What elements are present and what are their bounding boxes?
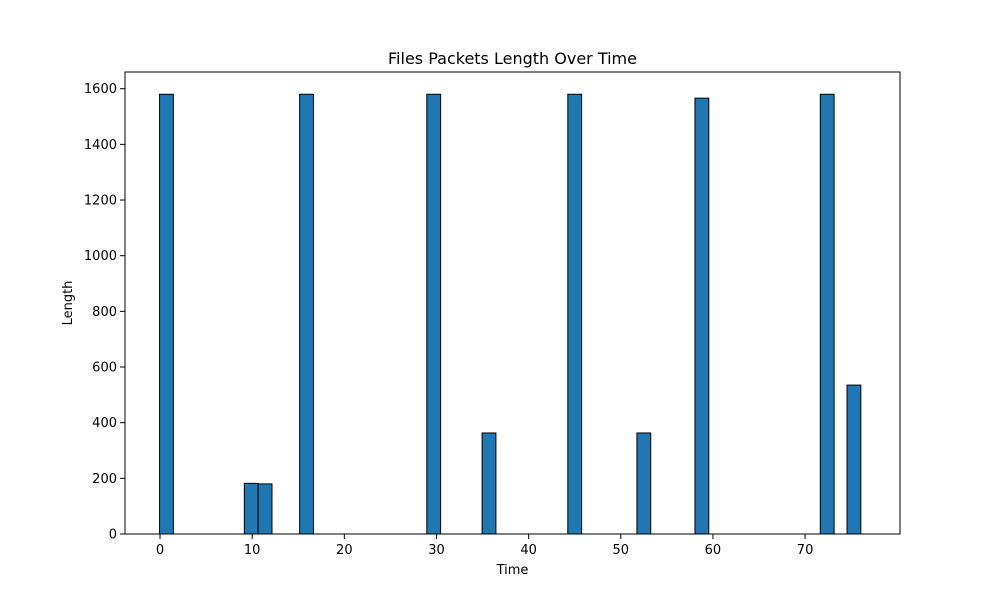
bar-8 <box>694 97 710 535</box>
bar-6 <box>567 93 583 535</box>
bar-5 <box>481 432 497 535</box>
y-tick-label: 200 <box>92 472 117 487</box>
y-tick-label: 1600 <box>84 82 117 97</box>
x-tick-label: 50 <box>613 543 630 558</box>
y-tick-label: 800 <box>92 305 117 320</box>
x-tick-label: 20 <box>336 543 353 558</box>
bar-3 <box>299 93 314 535</box>
bar-7 <box>636 432 652 535</box>
bar-0 <box>159 93 174 535</box>
y-tick-label: 1200 <box>84 194 117 209</box>
y-tick-label: 0 <box>109 528 117 543</box>
bar-1 <box>243 482 259 535</box>
bar-2 <box>257 483 273 535</box>
x-axis-ticks: 0 10 20 30 40 50 60 70 <box>156 534 813 558</box>
chart-title: Files Packets Length Over Time <box>388 49 637 68</box>
plot-frame <box>124 71 901 535</box>
x-tick-label: 70 <box>797 543 814 558</box>
x-tick-label: 30 <box>428 543 445 558</box>
y-tick-label: 1000 <box>84 249 117 264</box>
y-axis-label: Length <box>61 281 76 326</box>
x-tick-label: 10 <box>244 543 261 558</box>
bar-9 <box>819 93 835 535</box>
x-tick-label: 60 <box>705 543 722 558</box>
bar-10 <box>846 384 862 535</box>
y-tick-label: 600 <box>92 361 117 376</box>
x-tick-label: 40 <box>520 543 537 558</box>
x-tick-label: 0 <box>156 543 164 558</box>
y-tick-label: 1400 <box>84 138 117 153</box>
y-tick-label: 400 <box>92 416 117 431</box>
y-axis-ticks: 0 200 400 600 800 1000 1200 1400 1600 <box>84 82 125 543</box>
bar-4 <box>426 93 442 535</box>
x-axis-label: Time <box>496 563 529 578</box>
bars-layer <box>159 93 862 535</box>
